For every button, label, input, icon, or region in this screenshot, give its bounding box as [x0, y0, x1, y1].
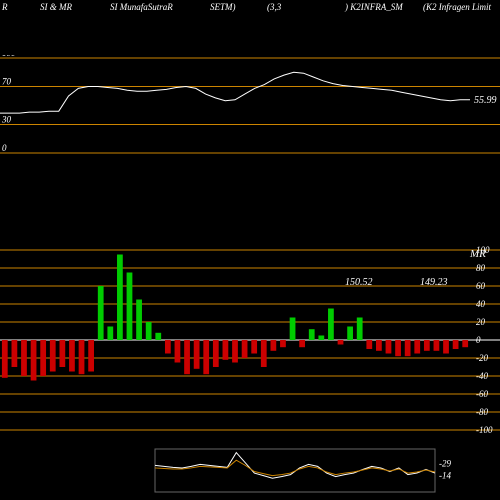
svg-text:-20: -20 — [476, 353, 488, 363]
svg-text:150.52: 150.52 — [345, 277, 373, 288]
svg-text:30: 30 — [1, 115, 12, 125]
svg-text:-40: -40 — [476, 371, 488, 381]
svg-text:-100: -100 — [476, 425, 493, 435]
svg-text:55.99: 55.99 — [474, 95, 497, 106]
svg-text:-14: -14 — [439, 471, 451, 481]
chart-header: R SI & MR SI MunafaSutraR SETM) (3,3 ) K2INFR… — [0, 2, 500, 16]
svg-text:60: 60 — [476, 281, 486, 291]
svg-text:100: 100 — [2, 55, 16, 58]
rsi-panel: 100 70 30 0 55.99 — [0, 55, 500, 155]
header-text: (K2 Infragen Limit — [423, 2, 491, 12]
header-text: SI & MR — [40, 2, 72, 12]
header-text: SI MunafaSutraR — [110, 2, 173, 12]
sub-panel: -29-14 — [0, 448, 500, 493]
mr-panel: 100806040200-20-40-60-80-100MR150.52149.… — [0, 245, 500, 435]
svg-text:-80: -80 — [476, 407, 488, 417]
svg-text:80: 80 — [476, 263, 486, 273]
svg-text:40: 40 — [476, 299, 486, 309]
svg-text:0: 0 — [2, 143, 7, 153]
svg-text:70: 70 — [2, 77, 12, 87]
svg-text:MR: MR — [469, 248, 486, 260]
header-text: SETM) — [210, 2, 236, 12]
header-text: (3,3 — [267, 2, 281, 12]
svg-text:-29: -29 — [439, 459, 451, 469]
svg-text:-60: -60 — [476, 389, 488, 399]
svg-text:20: 20 — [476, 317, 486, 327]
header-text: R — [2, 2, 8, 12]
svg-text:149.23: 149.23 — [420, 277, 448, 288]
svg-text:0: 0 — [476, 335, 481, 345]
header-text: ) K2INFRA_SM — [345, 2, 403, 12]
